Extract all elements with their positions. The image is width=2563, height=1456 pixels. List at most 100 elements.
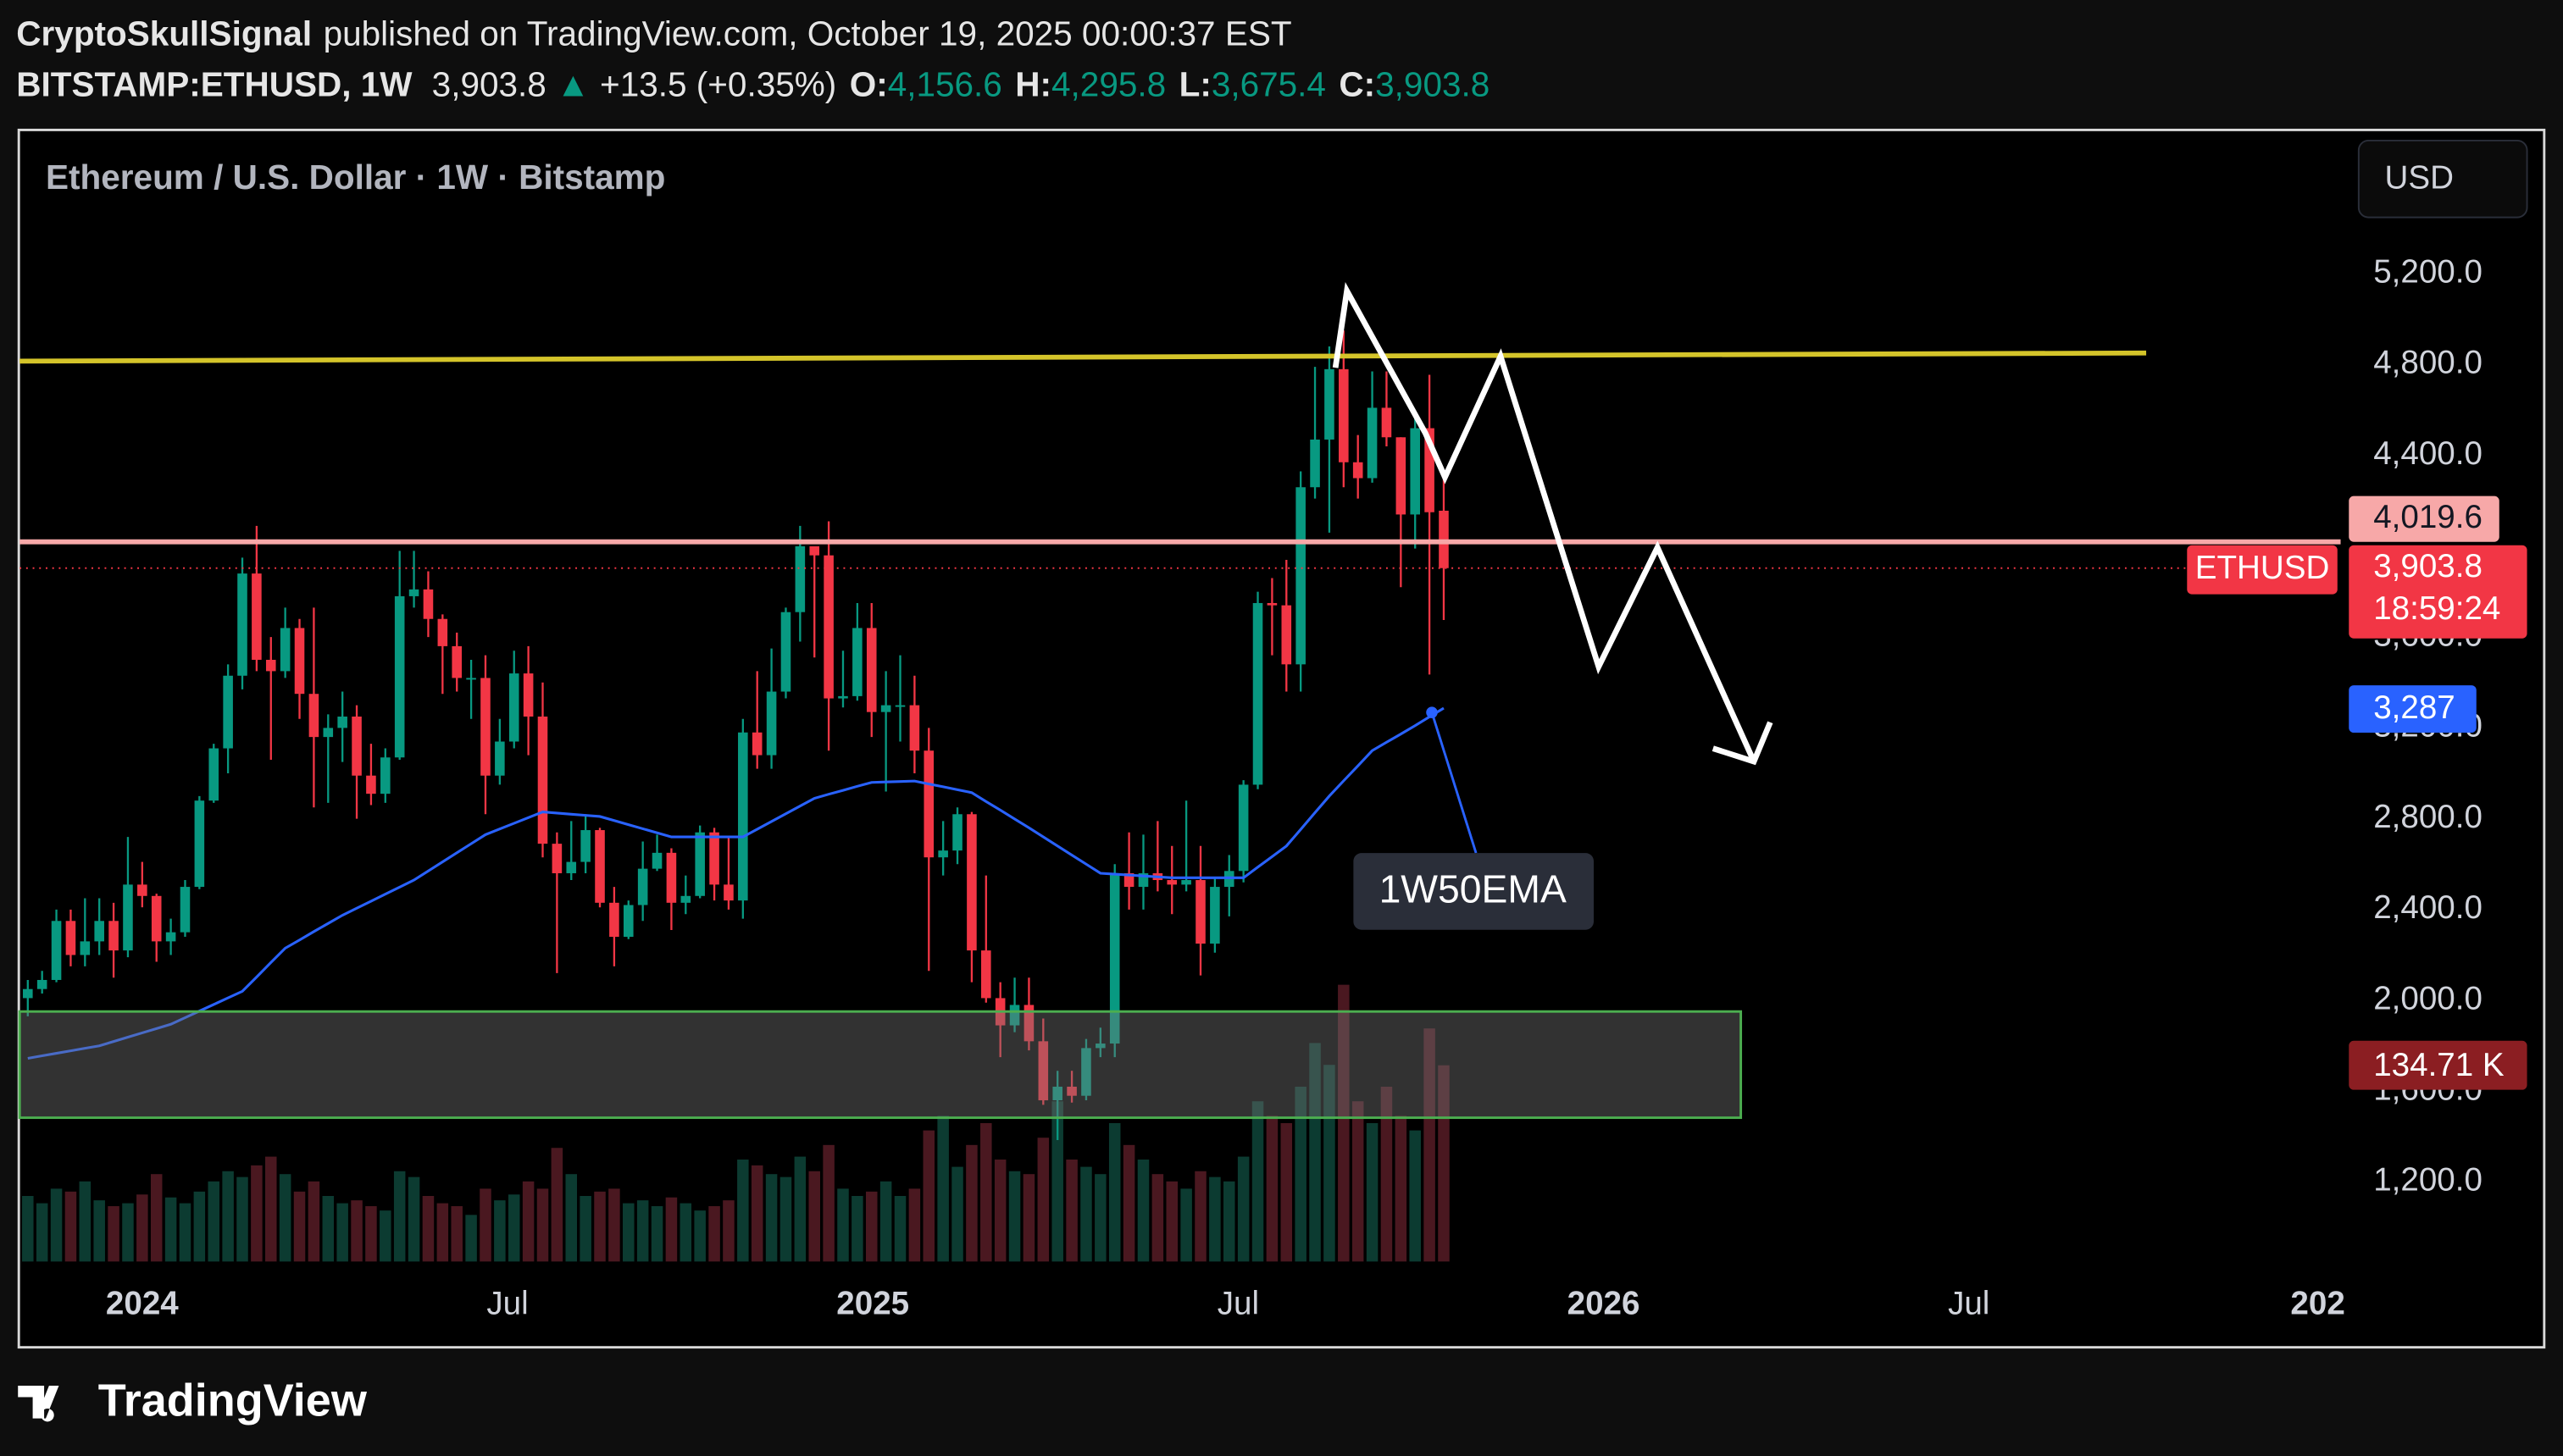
candle-body [552, 844, 563, 873]
volume-bar [951, 1166, 963, 1262]
candle-body [523, 673, 534, 717]
candle-body [652, 852, 663, 869]
volume-bar [293, 1191, 306, 1262]
projection-path [1332, 282, 1757, 763]
volume-bar [923, 1130, 935, 1262]
publish-line: CryptoSkullSignal published on TradingVie… [16, 14, 1291, 53]
level-tag [2349, 495, 2499, 542]
volume-bar [823, 1144, 835, 1262]
candle-body [366, 775, 376, 794]
candle-body [1024, 1005, 1035, 1042]
x-tick-label: Jul [1218, 1286, 1259, 1322]
volume-tag [2349, 1040, 2527, 1090]
candle-body [1052, 1086, 1062, 1101]
candle-body [1167, 880, 1178, 885]
ohlc-label: L: [1179, 64, 1212, 103]
candle-body [1410, 428, 1421, 515]
candle-body [724, 884, 734, 901]
candle-body [1181, 880, 1191, 885]
volume-bar [1080, 1166, 1092, 1262]
candle-body [537, 717, 548, 844]
volume-bar [122, 1203, 134, 1262]
volume-bar [1223, 1181, 1235, 1262]
volume-bar [136, 1194, 148, 1262]
volume-bar [1309, 1043, 1321, 1262]
volume-bar [808, 1171, 820, 1262]
candle-body [938, 850, 948, 858]
ohlc-label: C: [1339, 64, 1375, 103]
candle-body [738, 732, 748, 901]
volume-bar [465, 1215, 477, 1262]
volume-bar [236, 1176, 248, 1262]
resistance-line [19, 350, 2147, 364]
price-tags: 4,019.6 ETHUSD 3,903.8 18:59:24 3,287 134.71 … [2187, 495, 2527, 1090]
volume-bar [865, 1191, 878, 1262]
level-tag-label: 4,019.6 [2373, 499, 2483, 535]
candle-body [466, 678, 476, 680]
candle-body [194, 800, 205, 888]
volume-bar [1409, 1130, 1421, 1262]
volume-bar [522, 1181, 535, 1262]
candle-body [1424, 428, 1434, 512]
candle-body [180, 887, 191, 933]
candle-body [895, 705, 906, 707]
candle-body [1295, 487, 1306, 665]
volume-bar [22, 1195, 34, 1262]
volume-bar [1195, 1171, 1207, 1262]
candle-body [108, 921, 119, 951]
demand-zone [18, 1010, 1743, 1120]
volume-tag-label: 134.71 K [2373, 1047, 2505, 1083]
callout-line [1430, 711, 1478, 854]
candle-body [1038, 1041, 1049, 1101]
volume-bar [1095, 1174, 1107, 1262]
candle-body [280, 628, 291, 672]
candle-body [866, 628, 877, 712]
candle-body [1324, 368, 1334, 440]
volume-bar [1023, 1174, 1035, 1262]
volume-bar [1438, 1065, 1450, 1262]
volume-bar [108, 1206, 119, 1262]
last-price-tag [2349, 545, 2527, 639]
symbol-tag [2187, 545, 2338, 595]
candle-body [36, 979, 47, 989]
volume-bar [723, 1200, 735, 1262]
volume-bar [580, 1195, 591, 1262]
x-tick-label: 2024 [106, 1286, 179, 1322]
volume-bar [64, 1191, 77, 1262]
candle-body [323, 728, 334, 738]
ema-line [27, 706, 1445, 1060]
candle-body [252, 573, 262, 660]
volume-bar [623, 1203, 635, 1262]
volume-bar [451, 1206, 463, 1262]
price-lines [19, 539, 2341, 569]
volume-bar [1395, 1116, 1407, 1262]
last-price-label: 3,903.8 [2373, 548, 2483, 584]
volume-bar [894, 1195, 907, 1262]
volume-bar [308, 1181, 320, 1262]
volume-bar [150, 1174, 163, 1262]
volume-bar [1380, 1087, 1393, 1262]
candle-body [480, 678, 491, 776]
volume-bar [694, 1210, 706, 1262]
volume-bar [565, 1174, 578, 1262]
volume-bar [1108, 1123, 1121, 1262]
volume-bar [651, 1206, 663, 1262]
volume-bar [1137, 1160, 1150, 1262]
currency-button[interactable] [2357, 139, 2528, 219]
candle-body [752, 732, 763, 756]
candle-body [308, 694, 319, 738]
candle-body [1310, 439, 1320, 488]
volume-bar [751, 1165, 763, 1262]
volume-bar [608, 1188, 620, 1262]
volume-bar [208, 1181, 219, 1262]
ohlc-value: 3,675.4 [1212, 64, 1326, 103]
candle-body [294, 628, 305, 695]
candle-layer [23, 330, 1449, 1140]
candle-body [337, 717, 347, 728]
candle-body [623, 905, 634, 938]
volume-bar [50, 1188, 63, 1262]
currency-label: USD [2385, 159, 2454, 196]
volume-bar [1338, 984, 1350, 1262]
volume-bar [536, 1188, 549, 1262]
candle-body [1367, 407, 1378, 479]
